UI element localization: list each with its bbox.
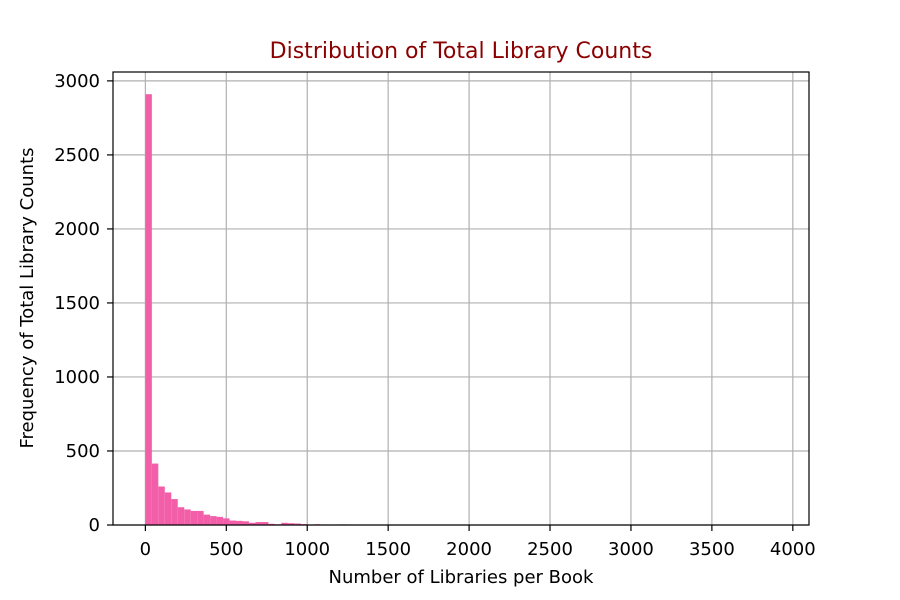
chart-title: Distribution of Total Library Counts [270, 39, 653, 64]
histogram-bar [210, 516, 217, 525]
y-tick-label: 2000 [54, 219, 100, 240]
x-tick-label: 2500 [527, 539, 573, 560]
histogram-bar [229, 520, 237, 525]
histogram-bar [203, 514, 211, 525]
histogram-bar [223, 518, 230, 525]
histogram-bar [261, 522, 269, 525]
histogram-bars [145, 94, 385, 526]
y-axis-label: Frequency of Total Library Counts [17, 147, 38, 448]
x-tick-label: 1500 [365, 539, 411, 560]
plot-frame [112, 71, 810, 526]
histogram-bar [164, 492, 172, 525]
histogram-bar [236, 520, 243, 525]
x-tick-label: 3500 [689, 539, 735, 560]
histogram-bar [184, 509, 191, 525]
histogram-bar [177, 507, 185, 525]
histogram-bar [151, 463, 159, 525]
x-tick-label: 500 [209, 539, 243, 560]
histogram-bar [294, 523, 301, 525]
x-tick-label: 2000 [446, 539, 492, 560]
x-tick-label: 3000 [608, 539, 654, 560]
x-tick-label: 0 [140, 539, 151, 560]
x-tick-label: 4000 [770, 539, 816, 560]
x-axis-ticks: 0 500 1000 1500 2000 2500 3000 3500 4000 [140, 525, 816, 560]
y-tick-label: 0 [89, 515, 100, 536]
histogram-bar [197, 510, 204, 525]
y-tick-label: 3000 [54, 71, 100, 92]
histogram-bar [248, 522, 256, 525]
y-tick-label: 1500 [54, 293, 100, 314]
x-tick-label: 1000 [284, 539, 330, 560]
grid-lines [113, 72, 809, 526]
histogram-bar [158, 486, 165, 525]
x-axis-label: Number of Libraries per Book [329, 567, 595, 588]
histogram-bar [216, 516, 224, 525]
histogram-bar [190, 510, 198, 525]
y-tick-label: 500 [66, 441, 100, 462]
histogram-bar [171, 499, 178, 525]
histogram-bar [145, 94, 152, 526]
y-axis-ticks: 0 500 1000 1500 2000 2500 3000 [54, 71, 113, 536]
histogram-bar [281, 522, 288, 525]
histogram-bar [287, 523, 295, 525]
y-tick-label: 2500 [54, 145, 100, 166]
histogram-bar [255, 522, 262, 525]
y-tick-label: 1000 [54, 367, 100, 388]
histogram-bar [242, 521, 249, 525]
